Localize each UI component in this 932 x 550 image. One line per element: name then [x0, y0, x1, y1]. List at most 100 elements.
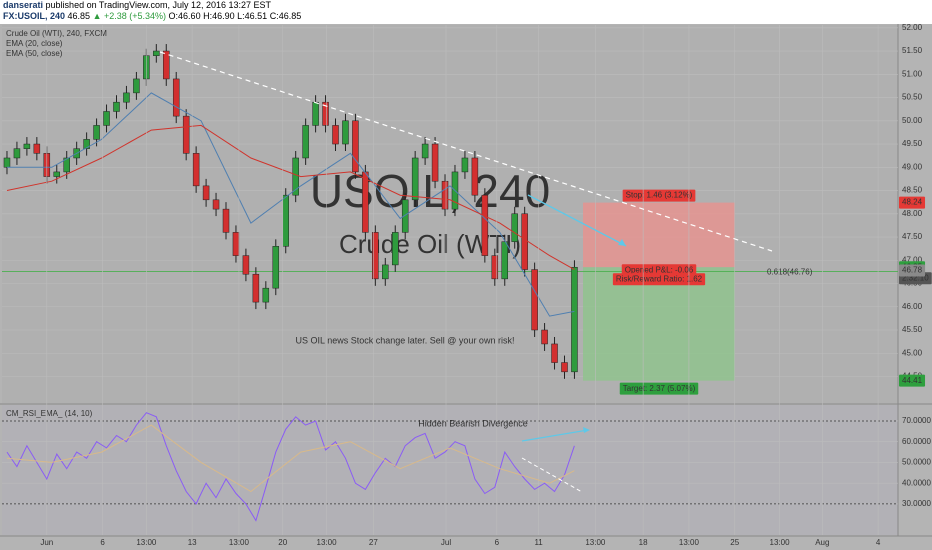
rr-label-box [612, 273, 706, 286]
candle-body [571, 266, 578, 373]
y-tick-label: 47.00 [902, 255, 923, 264]
candle-body [53, 171, 61, 177]
user[interactable]: danserati [3, 0, 44, 10]
y-tick-label: 45.50 [902, 325, 923, 334]
candle-body [23, 143, 31, 149]
candle-body [172, 78, 180, 117]
candle-body [113, 101, 120, 112]
arrow[interactable] [521, 429, 589, 442]
candle-body [282, 194, 289, 247]
x-tick-label: 11 [534, 538, 543, 547]
pane-title: CM_RSI_EMA_ (14, 10) [6, 409, 93, 418]
candle-body [372, 232, 379, 280]
candle-body [33, 143, 41, 154]
arrow-head [618, 239, 626, 246]
y-tick-label: 70.0000 [902, 416, 931, 425]
stop-label-box [622, 189, 696, 202]
candle-body [302, 125, 309, 159]
candle-body [561, 362, 568, 373]
candle-body [242, 255, 250, 275]
x-tick-label: 27 [369, 538, 378, 547]
price-label: 48.24 [902, 198, 923, 207]
last: 46.85 [67, 11, 91, 21]
candle-body [352, 120, 359, 173]
candle-body [471, 157, 479, 196]
candle-body [521, 213, 528, 270]
candle-body [382, 264, 389, 280]
candle-body [202, 185, 210, 201]
legend-entry: EMA (20, close) [6, 39, 63, 48]
candle-body [461, 157, 469, 173]
x-tick-label: 13:00 [585, 538, 606, 547]
candle-body [133, 78, 140, 94]
annotation: Hidden Bearish Divergence [418, 418, 528, 428]
candle-body [511, 213, 518, 242]
target-label: Target: 2.37 (5.07%) [623, 384, 696, 393]
candle-body [3, 157, 11, 168]
candle-body [491, 255, 499, 280]
x-tick-label: 4 [876, 538, 881, 547]
candle-body [83, 139, 90, 149]
y-tick-label: 50.0000 [902, 458, 931, 467]
published: published on TradingView.com, July 12, 2… [45, 0, 272, 10]
candle-body [153, 50, 160, 56]
candle-body [212, 199, 220, 210]
arrow[interactable] [527, 194, 627, 247]
price-label: 44.41 [902, 376, 923, 385]
open: O:46.60 [168, 11, 201, 21]
candle-body [411, 157, 419, 201]
price-label-box [899, 196, 926, 209]
candle-body [391, 232, 399, 266]
change: ▲ +2.38 (+5.34%) [92, 11, 167, 21]
candle-body [401, 199, 409, 233]
annotation: US OIL news Stock change later. Sell @ y… [296, 335, 515, 345]
candle-body [481, 194, 489, 256]
x-tick-label: 20 [278, 538, 287, 547]
candle-body [362, 171, 369, 233]
legend-entry: EMA (50, close) [6, 49, 63, 58]
candle-body [262, 287, 270, 303]
divergence-line[interactable] [521, 457, 583, 493]
y-tick-label: 48.00 [902, 209, 923, 218]
stop-label: Stop: 1.46 (3.12%) [626, 191, 693, 200]
candle-body [292, 157, 299, 196]
candle-body [441, 180, 449, 210]
y-tick-label: 50.50 [902, 93, 923, 102]
watermark: Crude Oil (WTI) [339, 229, 521, 259]
y-tick-label: 51.50 [902, 46, 923, 55]
y-tick-label: 40.0000 [902, 478, 931, 487]
arrow-head [583, 427, 590, 433]
price-label: 46.78 [902, 266, 923, 275]
candle-body [272, 246, 280, 289]
x-tick-label: Aug [815, 538, 829, 547]
candle-body [551, 343, 558, 363]
x-tick-label: 13:00 [679, 538, 700, 547]
pnl-label: Opened P&L: -0.06 [625, 265, 694, 274]
x-tick-label: 6 [495, 538, 500, 547]
candle-body [13, 148, 21, 159]
x-tick-label: 18 [639, 538, 648, 547]
y-tick-label: 50.00 [902, 116, 923, 125]
y-tick-label: 49.00 [902, 162, 923, 171]
candle-body [123, 92, 130, 103]
line [7, 92, 575, 317]
x-tick-label: 25 [730, 538, 739, 547]
candle-body [63, 157, 70, 173]
candle-body [103, 111, 110, 126]
countdown: 2:32:10 [902, 273, 929, 282]
x-tick-label: Jul [441, 538, 451, 547]
close: C:46.85 [269, 11, 302, 21]
candle-body [232, 232, 240, 256]
x-tick-label: 13:00 [229, 538, 250, 547]
x-tick-label: 13:00 [317, 538, 338, 547]
price-label-box [899, 374, 926, 387]
y-tick-label: 60.0000 [902, 437, 931, 446]
line [6, 424, 575, 493]
watermark: USOIL, 240 [310, 165, 550, 217]
high: H:46.90 [203, 11, 235, 21]
y-tick-label: 46.00 [902, 302, 923, 311]
line [6, 124, 575, 271]
target-zone [583, 267, 735, 381]
